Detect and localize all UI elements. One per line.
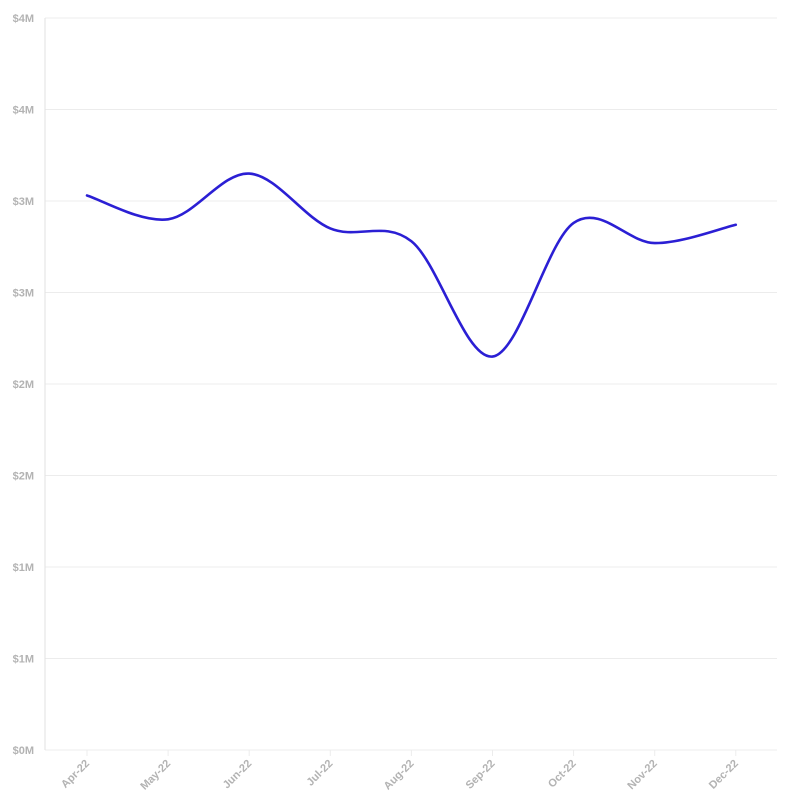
- y-tick-label: $2M: [13, 471, 34, 483]
- x-tick-label: May-22: [138, 758, 173, 793]
- data-point: [247, 172, 251, 176]
- data-point: [85, 194, 89, 198]
- y-tick-label: $3M: [13, 288, 34, 300]
- y-tick-label: $2M: [13, 379, 34, 391]
- grid-lines: [45, 17, 777, 751]
- x-tick-label: Nov-22: [625, 758, 659, 792]
- y-tick-label: $0M: [13, 745, 34, 757]
- data-point: [328, 226, 332, 230]
- x-tick-label: Dec-22: [707, 758, 741, 792]
- x-tick-label: Sep-22: [464, 758, 498, 792]
- series-layer: [85, 172, 738, 359]
- y-axis-ticks: $0M $1M $1M $2M $2M $3M $3M $4M $4M: [13, 13, 34, 757]
- y-tick-label: $4M: [13, 105, 34, 117]
- y-tick-label: $4M: [13, 13, 34, 25]
- data-point: [491, 355, 495, 359]
- x-tick-label: Aug-22: [382, 758, 417, 793]
- data-point: [166, 217, 170, 221]
- data-point: [734, 223, 738, 227]
- data-point: [572, 221, 576, 225]
- x-tick-label: Oct-22: [546, 758, 579, 791]
- x-tick-label: Jul-22: [304, 758, 335, 789]
- x-tick-label: Jun-22: [221, 758, 255, 792]
- y-tick-label: $1M: [13, 654, 34, 666]
- y-tick-label: $1M: [13, 562, 34, 574]
- series-line: [85, 172, 738, 358]
- x-tick-label: Apr-22: [59, 758, 92, 791]
- data-point: [653, 241, 657, 245]
- data-point: [409, 239, 413, 243]
- y-tick-label: $3M: [13, 196, 34, 208]
- x-axis-ticks: Apr-22 May-22 Jun-22 Jul-22 Aug-22 Sep-22 Oct-…: [59, 750, 741, 792]
